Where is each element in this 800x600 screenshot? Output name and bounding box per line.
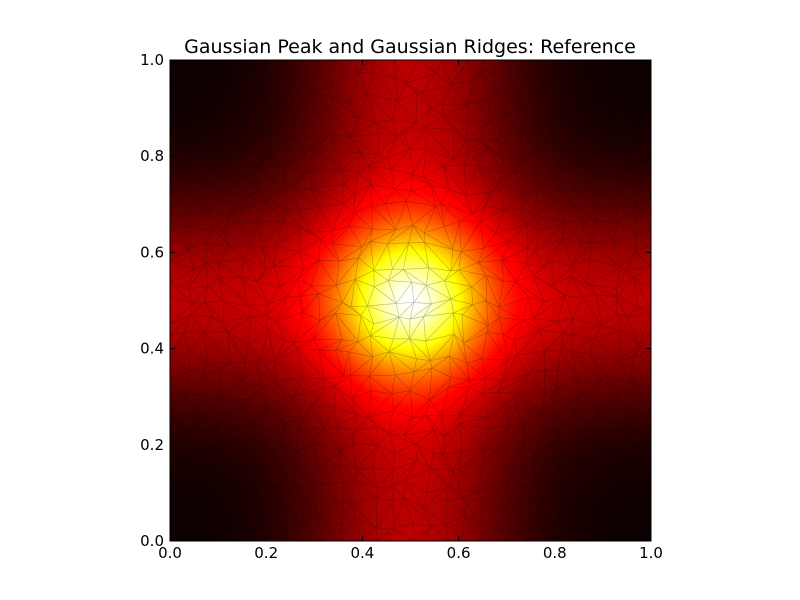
triangulation-mesh — [168, 58, 653, 542]
y-tick-label: 0.6 — [140, 243, 164, 261]
y-tick-label: 1.0 — [140, 51, 164, 69]
y-tick-label: 0.2 — [140, 436, 164, 454]
x-tick-label: 1.0 — [639, 544, 663, 562]
axis-ticks: 0.0 0.2 0.4 0.6 0.8 1.0 0.0 0.2 0.4 0.6 0.8 1.0 — [140, 51, 663, 562]
x-tick-label: 0.6 — [447, 544, 471, 562]
mesh-edges — [168, 58, 653, 542]
chart-title: Gaussian Peak and Gaussian Ridges: Refer… — [184, 36, 636, 58]
x-tick-label: 0.2 — [254, 544, 278, 562]
y-tick-label: 0.4 — [140, 340, 164, 358]
x-tick-label: 0.4 — [350, 544, 374, 562]
axes-frame — [169, 59, 652, 542]
x-tick-label: 0.0 — [158, 544, 182, 562]
heatmap-image — [170, 60, 651, 541]
y-tick-label: 0.0 — [140, 532, 164, 550]
x-tick-label: 0.8 — [543, 544, 567, 562]
y-tick-label: 0.8 — [140, 147, 164, 165]
